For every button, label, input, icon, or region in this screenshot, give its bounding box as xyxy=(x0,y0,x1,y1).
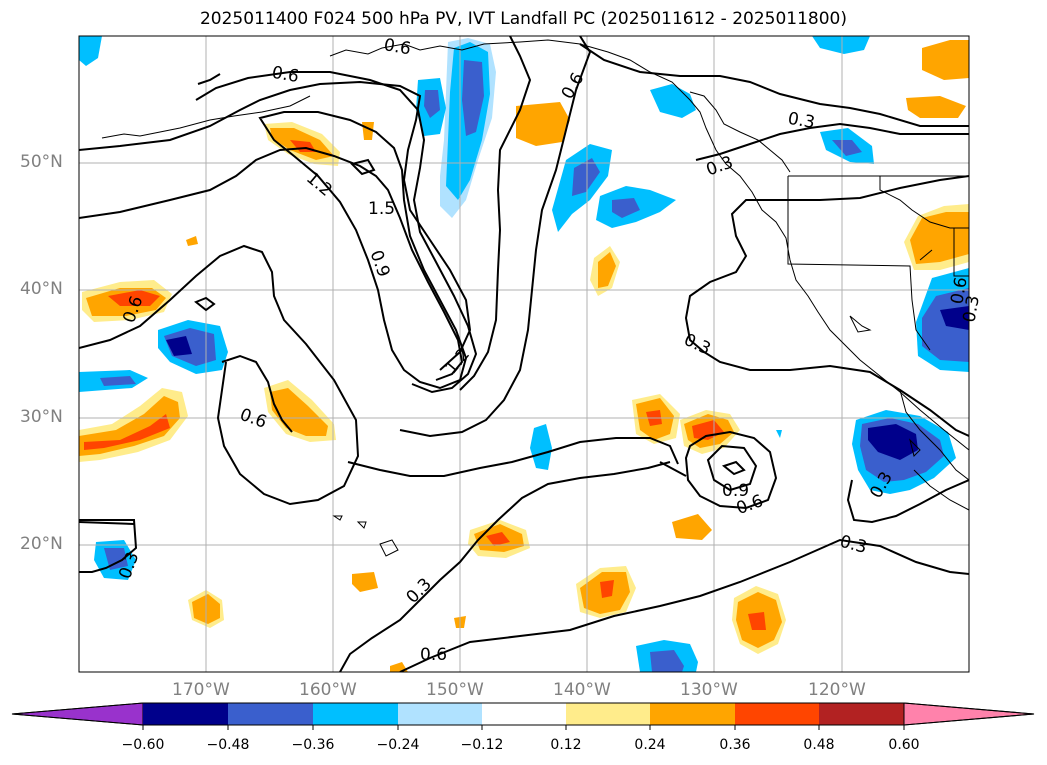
contour-label: 0.3 xyxy=(959,294,983,324)
contour-label: 0.6 xyxy=(420,645,447,665)
coastlines xyxy=(101,39,969,557)
colorbar-tick-label: −0.36 xyxy=(291,737,335,753)
lon-label: 160°W xyxy=(299,680,357,700)
colorbar-bin xyxy=(819,703,904,725)
colorbar-tick-label: 0.36 xyxy=(719,737,751,753)
contour-label: 0.6 xyxy=(382,35,412,59)
colorbar-bin xyxy=(143,703,228,725)
colorbar-tick-label: −0.12 xyxy=(460,737,504,753)
lon-label: 130°W xyxy=(680,680,738,700)
colorbar-tick-label: 0.24 xyxy=(634,737,666,753)
lon-label: 150°W xyxy=(426,680,484,700)
lon-label: 120°W xyxy=(808,680,866,700)
colorbar-over-arrow xyxy=(903,702,1035,726)
colorbar-tick-label: 0.60 xyxy=(888,737,920,753)
pv-contours xyxy=(79,36,969,672)
colorbar-tick-label: 0.12 xyxy=(550,737,582,753)
colorbar-tick-label: −0.48 xyxy=(206,737,250,753)
colorbar-bin xyxy=(313,703,398,725)
contour-label: 0.3 xyxy=(786,109,816,133)
contour-labels: 0.6 0.6 0.3 0.3 1.2 1.5 0.9 0.6 0.6 0.3 … xyxy=(115,35,984,665)
contour-label: 1.5 xyxy=(368,199,395,219)
colorbar-bin xyxy=(228,703,313,725)
colorbar xyxy=(11,702,1035,730)
colorbar-under-arrow xyxy=(11,702,144,726)
lon-label: 140°W xyxy=(553,680,611,700)
map-title: 2025011400 F024 500 hPa PV, IVT Landfall… xyxy=(199,9,847,29)
lat-label: 40°N xyxy=(20,279,63,299)
lat-label: 20°N xyxy=(20,534,63,554)
colorbar-bin xyxy=(650,703,735,725)
contour-label: 0.9 xyxy=(722,481,749,501)
shaded-field xyxy=(79,36,969,672)
colorbar-bin xyxy=(398,703,482,725)
contour-label: 0.6 xyxy=(270,63,300,87)
negative-anomaly-regions xyxy=(79,36,969,672)
contour-label: 0.6 xyxy=(947,276,971,306)
lat-label: 50°N xyxy=(20,152,63,172)
colorbar-bin xyxy=(566,703,650,725)
lat-label: 30°N xyxy=(20,407,63,427)
colorbar-tick-label: −0.60 xyxy=(121,737,165,753)
colorbar-tick-label: 0.48 xyxy=(803,737,835,753)
colorbar-tick-label: −0.24 xyxy=(376,737,420,753)
lon-label: 170°W xyxy=(172,680,230,700)
colorbar-bin xyxy=(482,703,566,725)
map-frame xyxy=(78,35,970,673)
colorbar-bin xyxy=(735,703,819,725)
